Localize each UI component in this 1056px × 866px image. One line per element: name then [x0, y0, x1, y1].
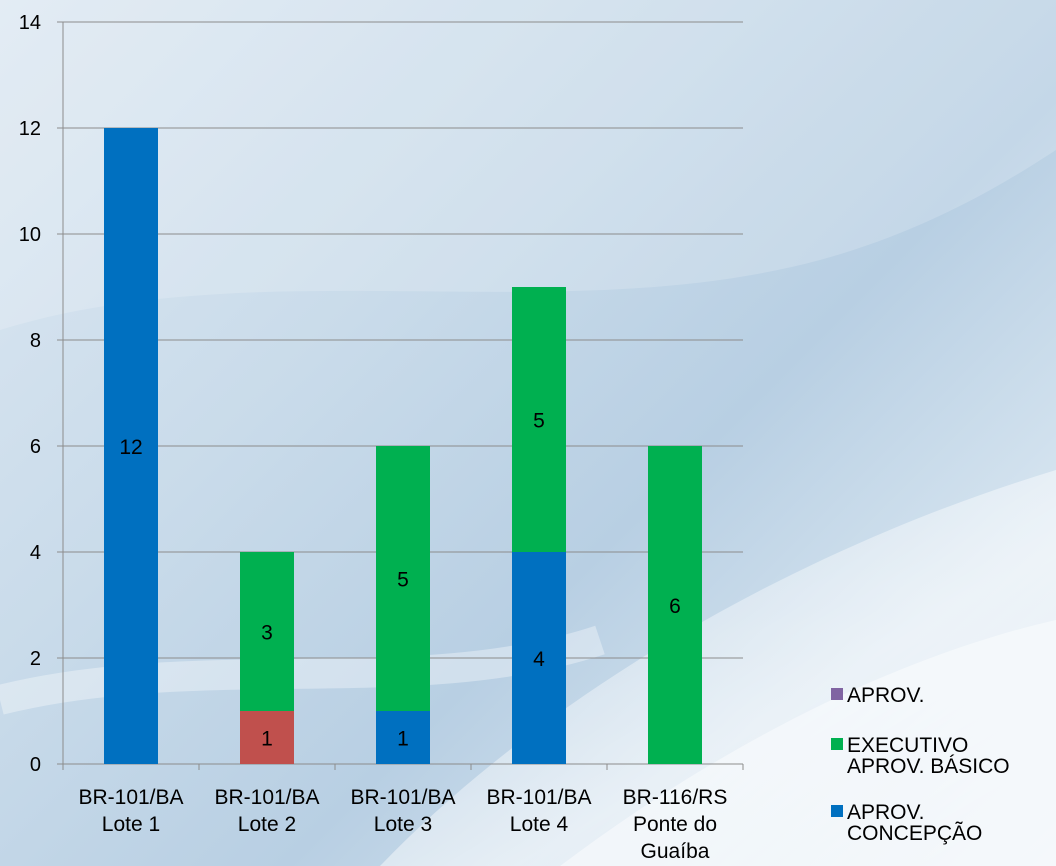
data-labels: 12 1 3 1 5 4 5 6	[119, 410, 681, 751]
y-tick-label: 4	[30, 542, 41, 564]
y-tick-label: 0	[30, 754, 41, 776]
y-tick-label: 6	[30, 436, 41, 458]
x-category-label: BR-116/RS	[623, 786, 728, 809]
bars	[104, 128, 702, 764]
legend-label: APROV.	[847, 684, 924, 707]
data-label: 5	[397, 569, 409, 592]
legend-label: APROV.	[847, 801, 924, 824]
legend-label: APROV. BÁSICO	[847, 755, 1010, 778]
bar-segment	[376, 446, 430, 711]
x-category-label: BR-101/BA	[350, 786, 455, 809]
legend-swatch	[831, 805, 843, 817]
y-tick-label: 14	[19, 12, 41, 34]
legend-label: CONCEPÇÃO	[847, 821, 982, 845]
gridlines	[63, 21, 743, 659]
x-category-label: BR-101/BA	[486, 786, 591, 809]
y-tick-label: 2	[30, 648, 41, 670]
x-axis-categories: BR-101/BA Lote 1 BR-101/BA Lote 2 BR-101/BA L…	[78, 786, 727, 863]
bar-segment	[648, 446, 702, 764]
bar-segment	[104, 128, 158, 764]
x-category-label: BR-101/BA	[78, 786, 183, 809]
x-category-label: Lote 2	[238, 813, 296, 836]
data-label: 1	[397, 728, 409, 751]
legend-swatch	[831, 688, 843, 700]
data-label: 3	[261, 622, 273, 645]
x-category-label: Guaíba	[641, 840, 710, 863]
y-tick-label: 10	[19, 224, 41, 246]
x-category-label: Lote 1	[102, 813, 160, 836]
x-category-label: BR-101/BA	[214, 786, 319, 809]
x-category-label: Lote 4	[510, 813, 569, 836]
bar-segment	[240, 552, 294, 711]
data-label: 1	[261, 728, 273, 751]
bar-segment	[512, 552, 566, 764]
data-label: 12	[119, 436, 142, 459]
bar-segment	[240, 711, 294, 764]
bar-segment	[376, 711, 430, 764]
data-label: 5	[533, 410, 545, 433]
x-category-label: Ponte do	[633, 813, 717, 836]
data-label: 4	[533, 648, 545, 671]
y-axis-ticks: 0 2 4 6 8 10 12 14	[19, 12, 41, 776]
x-category-label: Lote 3	[374, 813, 432, 836]
bar-segment	[512, 287, 566, 552]
y-tick-label: 8	[30, 330, 41, 352]
legend-label: EXECUTIVO	[847, 734, 968, 757]
data-label: 6	[669, 595, 681, 618]
legend-swatch	[831, 738, 843, 750]
y-tick-label: 12	[19, 118, 41, 140]
